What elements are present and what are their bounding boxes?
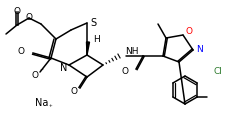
Text: O: O — [17, 47, 24, 56]
Text: H: H — [93, 36, 99, 45]
Text: O: O — [121, 67, 128, 76]
Text: Cl: Cl — [213, 67, 222, 76]
Text: O: O — [25, 14, 33, 22]
Text: N: N — [196, 46, 203, 55]
Polygon shape — [87, 42, 90, 55]
Text: Na: Na — [35, 98, 49, 108]
Text: O: O — [186, 27, 193, 36]
Text: ⁻: ⁻ — [39, 66, 43, 76]
Text: S: S — [90, 18, 96, 28]
Text: ⁺: ⁺ — [48, 105, 52, 111]
Text: O: O — [71, 87, 77, 97]
Text: N: N — [60, 63, 67, 73]
Text: NH: NH — [125, 47, 139, 56]
Text: O: O — [14, 6, 21, 15]
Text: O: O — [32, 71, 38, 80]
